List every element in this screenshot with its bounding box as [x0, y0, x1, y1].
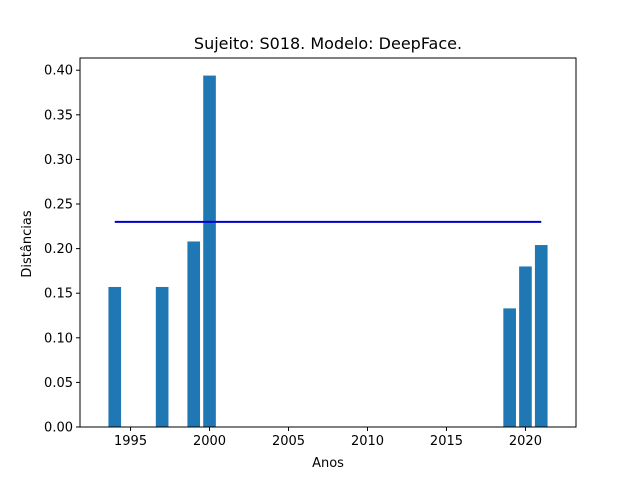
y-tick-label: 0.05 — [44, 376, 73, 391]
bar-2000 — [203, 75, 216, 428]
y-axis-label: Distâncias — [20, 210, 35, 277]
y-tick-label: 0.35 — [44, 108, 73, 123]
bar-2021 — [534, 245, 548, 427]
x-axis-ticks: 1995 2000 2005 2010 2015 2020 — [114, 427, 542, 449]
x-tick-label: 1995 — [114, 434, 147, 449]
y-tick-label: 0.40 — [44, 64, 73, 79]
y-tick-label: 0.25 — [44, 198, 73, 213]
bar-1994 — [108, 286, 122, 427]
x-tick-label: 2015 — [430, 434, 463, 449]
x-axis-label: Anos — [312, 456, 344, 471]
y-tick-label: 0.30 — [44, 153, 73, 168]
bars-group — [108, 75, 548, 428]
bar-2020 — [519, 266, 532, 427]
bar-2019 — [503, 308, 516, 427]
x-tick-label: 2005 — [272, 434, 305, 449]
x-tick-label: 2020 — [509, 434, 542, 449]
x-tick-label: 2000 — [193, 434, 226, 449]
y-axis-ticks: 0.00 0.05 0.10 0.15 0.20 0.25 0.30 0.35 0.40 — [44, 64, 80, 436]
y-tick-label: 0.10 — [44, 331, 73, 346]
x-tick-label: 2010 — [351, 434, 384, 449]
y-tick-label: 0.15 — [44, 287, 73, 302]
bar-1999 — [187, 241, 201, 427]
bar-1997 — [155, 286, 169, 427]
y-tick-label: 0.20 — [44, 242, 73, 257]
axes-frame — [79, 57, 577, 428]
y-tick-label: 0.00 — [44, 421, 73, 436]
chart-title: Sujeito: S018. Modelo: DeepFace. — [194, 34, 462, 53]
